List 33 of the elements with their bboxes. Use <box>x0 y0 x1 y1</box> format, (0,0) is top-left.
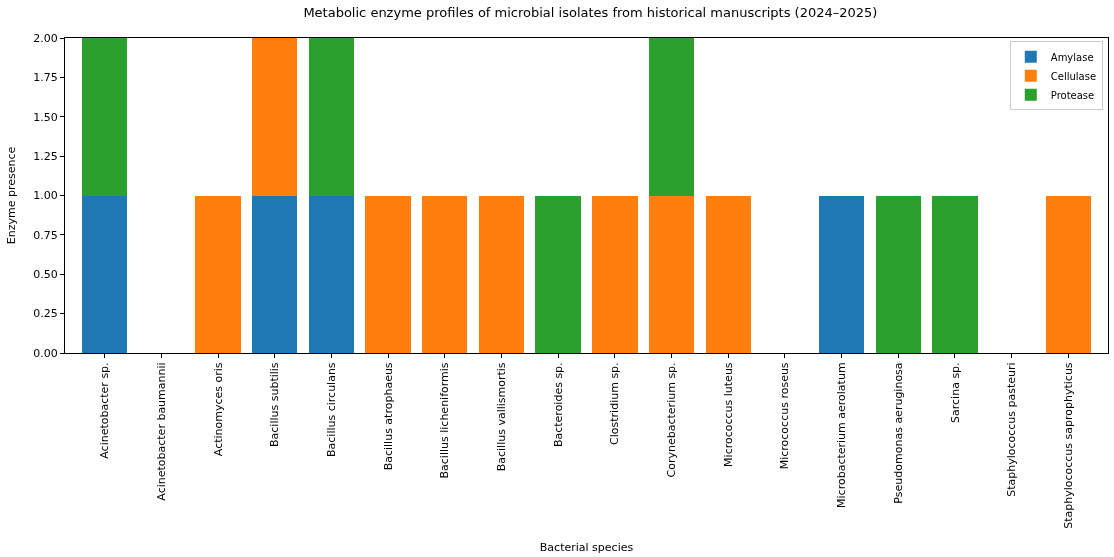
y-tick-label: 0.75 <box>33 228 58 242</box>
y-tick-label: 1.00 <box>33 189 58 203</box>
y-tick-label: 0.25 <box>33 307 58 321</box>
x-tick-label: Corynebacterium sp. <box>665 362 679 478</box>
chart-title: Metabolic enzyme profiles of microbial isolates from historical manuscripts (2024–2025) <box>303 5 878 21</box>
legend-label: Amylase <box>1050 51 1094 63</box>
y-tick-label: 2.00 <box>33 31 58 45</box>
x-tick-label: Microbacterium aerolatum <box>835 362 849 508</box>
x-tick-label: Bacteroides sp. <box>551 362 565 448</box>
x-axis-title: Bacterial species <box>539 541 634 555</box>
x-tick-label: Bacillus subtilis <box>268 362 282 448</box>
y-tick-label: 1.75 <box>33 71 58 85</box>
y-tick-label: 1.50 <box>33 110 58 124</box>
x-tick-label: Bacillus vallismortis <box>495 362 509 472</box>
x-tick-label: Bacillus licheniformis <box>438 362 452 479</box>
x-tick-label: Bacillus circulans <box>325 362 338 458</box>
x-tick-label: Micrococcus roseus <box>778 362 792 470</box>
x-tick-label: Staphylococcus saprophyticus <box>1061 362 1075 529</box>
x-tick-label: Pseudomonas aeruginosa <box>891 362 905 504</box>
y-axis-title: Enzyme presence <box>4 146 18 245</box>
y-tick-label: 0.50 <box>33 268 58 282</box>
x-tick-label: Bacillus atrophaeus <box>381 362 395 471</box>
y-tick-label: 1.25 <box>33 149 58 163</box>
x-tick-label: Actinomyces oris <box>211 362 225 457</box>
x-tick-label: Micrococcus luteus <box>721 362 735 467</box>
x-tick-label: Acinetobacter baumannii <box>154 362 168 501</box>
x-tick-label: Sarcina sp. <box>948 362 962 423</box>
x-tick-label: Staphylococcus pasteuri <box>1005 362 1019 497</box>
y-tick-label: 0.00 <box>33 346 58 360</box>
x-tick-label: Clostridium sp. <box>608 362 622 445</box>
legend-label: Cellulase <box>1050 70 1097 82</box>
x-tick-label: Acinetobacter sp. <box>98 362 112 459</box>
legend-label: Protease <box>1050 89 1095 101</box>
